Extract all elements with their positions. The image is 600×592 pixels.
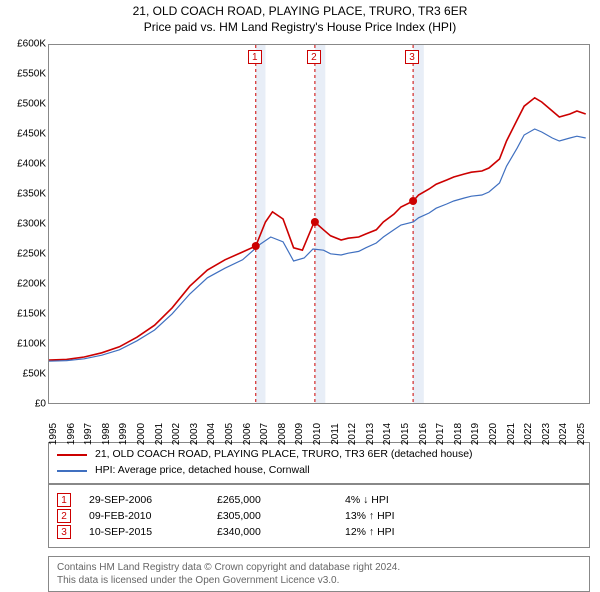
event-price: £265,000	[217, 494, 327, 506]
xtick-label: 2001	[154, 423, 165, 445]
xtick-label: 2025	[576, 423, 587, 445]
xtick-label: 2020	[488, 423, 499, 445]
xtick-label: 2012	[347, 423, 358, 445]
chart-area: 1 2 3	[48, 44, 590, 404]
xtick-label: 1997	[83, 423, 94, 445]
event-row: 3 10-SEP-2015 £340,000 12% ↑ HPI	[57, 525, 581, 539]
ytick-label: £300K	[17, 219, 46, 230]
ytick-label: £0	[35, 399, 46, 410]
xtick-label: 2015	[400, 423, 411, 445]
event-row: 1 29-SEP-2006 £265,000 4% ↓ HPI	[57, 493, 581, 507]
legend-swatch	[57, 454, 87, 456]
ytick-label: £450K	[17, 129, 46, 140]
event-marker-3: 3	[405, 50, 419, 64]
xtick-label: 2022	[523, 423, 534, 445]
xtick-label: 2008	[277, 423, 288, 445]
ytick-label: £400K	[17, 159, 46, 170]
title-line2: Price paid vs. HM Land Registry's House …	[0, 20, 600, 36]
event-delta: 13% ↑ HPI	[345, 510, 395, 522]
ytick-label: £50K	[23, 369, 46, 380]
xtick-label: 2018	[453, 423, 464, 445]
event-marker-1: 1	[248, 50, 262, 64]
event-delta: 4% ↓ HPI	[345, 494, 389, 506]
xtick-label: 2023	[541, 423, 552, 445]
ytick-label: £250K	[17, 249, 46, 260]
xtick-label: 2007	[259, 423, 270, 445]
xtick-label: 2000	[136, 423, 147, 445]
legend-swatch	[57, 470, 87, 472]
ytick-label: £350K	[17, 189, 46, 200]
xtick-label: 2004	[206, 423, 217, 445]
ytick-label: £150K	[17, 309, 46, 320]
xtick-label: 2017	[435, 423, 446, 445]
legend-row: HPI: Average price, detached house, Corn…	[57, 463, 581, 479]
credits-line2: This data is licensed under the Open Gov…	[57, 574, 581, 587]
event-date: 10-SEP-2015	[89, 526, 199, 538]
event-price: £305,000	[217, 510, 327, 522]
legend-label: 21, OLD COACH ROAD, PLAYING PLACE, TRURO…	[95, 447, 473, 463]
xtick-label: 2016	[418, 423, 429, 445]
event-date: 29-SEP-2006	[89, 494, 199, 506]
ytick-label: £200K	[17, 279, 46, 290]
legend-box: 21, OLD COACH ROAD, PLAYING PLACE, TRURO…	[48, 442, 590, 484]
event-marker-box: 3	[57, 525, 71, 539]
event-marker-box: 2	[57, 509, 71, 523]
credits-box: Contains HM Land Registry data © Crown c…	[48, 556, 590, 592]
credits-line1: Contains HM Land Registry data © Crown c…	[57, 561, 581, 574]
plot-svg	[49, 45, 590, 404]
xtick-label: 2003	[189, 423, 200, 445]
xtick-label: 2011	[330, 423, 341, 445]
ytick-label: £500K	[17, 99, 46, 110]
events-table: 1 29-SEP-2006 £265,000 4% ↓ HPI 2 09-FEB-2010…	[48, 484, 590, 548]
xtick-label: 1996	[66, 423, 77, 445]
legend-row: 21, OLD COACH ROAD, PLAYING PLACE, TRURO…	[57, 447, 581, 463]
xtick-label: 2002	[171, 423, 182, 445]
xtick-label: 2021	[506, 423, 517, 445]
xtick-label: 2014	[382, 423, 393, 445]
xtick-label: 2013	[365, 423, 376, 445]
xtick-label: 1998	[101, 423, 112, 445]
event-row: 2 09-FEB-2010 £305,000 13% ↑ HPI	[57, 509, 581, 523]
xtick-label: 2009	[294, 423, 305, 445]
legend-label: HPI: Average price, detached house, Corn…	[95, 463, 310, 479]
xtick-label: 1995	[48, 423, 59, 445]
chart-container: 21, OLD COACH ROAD, PLAYING PLACE, TRURO…	[0, 0, 600, 590]
xtick-label: 2019	[470, 423, 481, 445]
xtick-label: 1999	[118, 423, 129, 445]
plot-area	[48, 44, 590, 404]
title-line1: 21, OLD COACH ROAD, PLAYING PLACE, TRURO…	[0, 4, 600, 20]
xtick-label: 2010	[312, 423, 323, 445]
ytick-label: £600K	[17, 39, 46, 50]
xtick-label: 2006	[242, 423, 253, 445]
xtick-label: 2024	[558, 423, 569, 445]
event-date: 09-FEB-2010	[89, 510, 199, 522]
event-price: £340,000	[217, 526, 327, 538]
ytick-label: £550K	[17, 69, 46, 80]
event-marker-box: 1	[57, 493, 71, 507]
event-delta: 12% ↑ HPI	[345, 526, 395, 538]
event-marker-2: 2	[307, 50, 321, 64]
ytick-label: £100K	[17, 339, 46, 350]
xtick-label: 2005	[224, 423, 235, 445]
title-block: 21, OLD COACH ROAD, PLAYING PLACE, TRURO…	[0, 0, 600, 35]
